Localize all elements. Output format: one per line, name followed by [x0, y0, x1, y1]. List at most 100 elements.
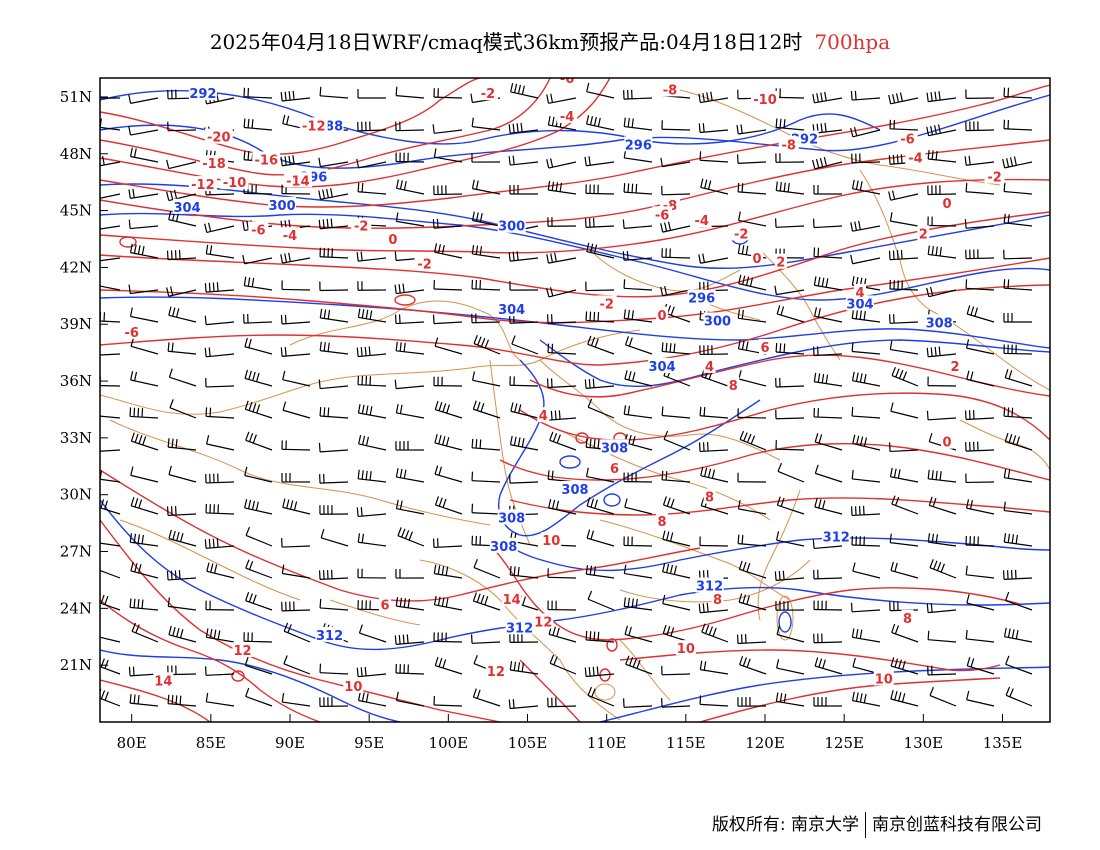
- wind-barb: [888, 92, 919, 105]
- wind-barb: [966, 594, 995, 611]
- temperature-label: -12: [191, 178, 215, 193]
- temperature-label-bg: [652, 206, 673, 222]
- temperature-label: 0: [943, 197, 952, 212]
- temperature-label-bg: [557, 107, 578, 123]
- wind-barb: [737, 472, 767, 483]
- wind-barb: [319, 281, 349, 292]
- wind-barb: [964, 410, 995, 421]
- wind-barb: [776, 531, 805, 547]
- temperature-label: -2: [599, 297, 613, 312]
- lat-tick-label: 33N: [60, 429, 92, 447]
- wind-barb: [280, 314, 311, 325]
- temperature-label: 6: [380, 599, 389, 614]
- wind-barb: [434, 496, 463, 515]
- wind-barb: [395, 121, 425, 132]
- height-label: 308: [498, 511, 525, 526]
- temperature-label: 0: [388, 233, 397, 248]
- wind-barb: [205, 473, 235, 484]
- wind-barb: [167, 121, 197, 132]
- wind-barb: [168, 625, 197, 643]
- wind-barb: [662, 496, 691, 515]
- wind-barb: [774, 570, 805, 582]
- temperature-label-bg: [343, 678, 364, 694]
- wind-barb: [774, 285, 805, 296]
- wind-barb: [318, 569, 349, 580]
- temperature-label-bg: [984, 168, 1005, 184]
- lat-tick-label: 21N: [60, 656, 92, 674]
- lat-tick-label: 27N: [60, 543, 92, 561]
- height-label-bg: [695, 577, 724, 593]
- wind-barb: [130, 432, 159, 451]
- wind-barb: [319, 697, 349, 708]
- wind-barb: [129, 243, 159, 259]
- wind-barb: [283, 622, 311, 643]
- lon-tick-label: 80E: [117, 734, 147, 752]
- wind-barb: [851, 691, 881, 707]
- wind-barb: [1003, 249, 1033, 260]
- wind-barb: [100, 542, 121, 547]
- wind-barb: [100, 156, 121, 167]
- temperature-label: -4: [283, 229, 297, 244]
- wind-barb: [927, 630, 957, 643]
- wind-barb: [585, 311, 615, 323]
- wind-barb: [130, 562, 159, 579]
- temperature-label: -6: [124, 326, 138, 341]
- wind-barb: [319, 247, 349, 259]
- wind-barb: [432, 218, 463, 229]
- temperature-label: 8: [729, 379, 738, 394]
- height-label-bg: [173, 198, 202, 214]
- wind-barb: [814, 498, 843, 515]
- wind-barb: [509, 474, 539, 484]
- wind-barb: [244, 369, 273, 387]
- wind-barb: [395, 441, 425, 451]
- wind-barb: [100, 636, 121, 643]
- wind-barb: [508, 122, 539, 134]
- longitude-axis: 80E 85E 90E 95E 100E 105E 110E 115E 120E 125E 130E…: [117, 714, 1022, 752]
- wind-barb: [129, 694, 159, 707]
- footer-company: 南京创蓝科技有限公司: [872, 815, 1042, 835]
- wind-barb: [623, 183, 653, 195]
- wind-barb: [509, 565, 539, 579]
- temperature-label-bg: [901, 609, 914, 625]
- wind-barb: [966, 690, 995, 707]
- temperature-label: -6: [251, 224, 265, 239]
- temperature-label: 6: [760, 341, 769, 356]
- wind-barb: [660, 157, 691, 168]
- wind-barb: [814, 657, 843, 675]
- wind-barb: [965, 249, 995, 260]
- wind-barb: [889, 314, 919, 324]
- wind-barb: [850, 126, 881, 138]
- wind-barb: [205, 600, 235, 611]
- wind-barb: [168, 306, 197, 323]
- height-label: 304: [174, 201, 201, 216]
- wind-barb: [395, 663, 425, 675]
- wind-barb: [775, 218, 805, 228]
- wind-barb: [1003, 213, 1033, 227]
- wind-barb: [814, 464, 843, 483]
- wind-barb: [1003, 407, 1033, 419]
- wind-barb: [510, 402, 539, 419]
- height-label: 308: [490, 540, 517, 555]
- wind-barb: [1003, 627, 1033, 643]
- wind-barb: [244, 656, 273, 675]
- lat-tick-label: 24N: [60, 599, 92, 617]
- wind-barb: [623, 117, 653, 131]
- wind-barb: [1003, 344, 1033, 355]
- height-label: 312: [506, 621, 533, 636]
- temperature-label: 12: [534, 616, 552, 631]
- wind-barb: [357, 568, 387, 579]
- wind-barb: [245, 559, 273, 579]
- temperature-label-bg: [386, 231, 399, 246]
- temperature-label: -8: [663, 83, 677, 98]
- temperature-label-bg: [727, 376, 740, 392]
- temperature-label-bg: [778, 136, 799, 152]
- wind-barb: [471, 279, 501, 291]
- wind-barb: [509, 435, 539, 451]
- wind-barb: [927, 149, 957, 163]
- wind-barb: [776, 305, 805, 323]
- wind-barb: [623, 279, 653, 291]
- temperature-label: -14: [286, 174, 310, 189]
- wind-barb: [888, 442, 919, 453]
- wind-barb: [698, 91, 729, 104]
- wind-barb: [357, 281, 387, 291]
